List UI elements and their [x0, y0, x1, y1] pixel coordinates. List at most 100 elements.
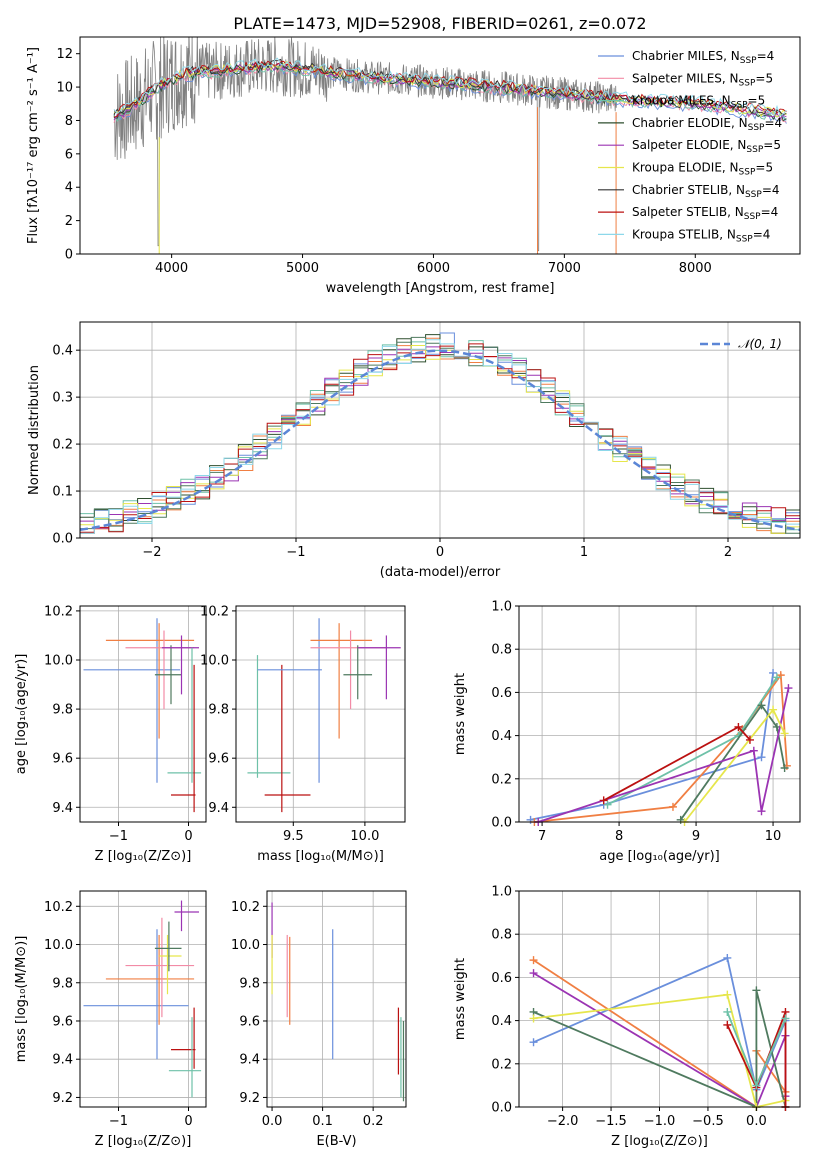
legend-label: Kroupa ELODIE, NSSP=5 — [632, 161, 773, 178]
y-tick-label: 0.2 — [491, 772, 512, 787]
y-tick-label: 6 — [65, 147, 73, 162]
spectrum-panel: 4000 5000 6000 7000 8000 0 2 4 6 8 10 12 wavelength … — [26, 36, 801, 296]
y-tick-label: 0.2 — [52, 438, 73, 453]
data-point-marker — [769, 705, 778, 714]
y-tick-label: 0.1 — [52, 485, 73, 500]
plot-frame — [79, 605, 207, 823]
legend-label: Kroupa MILES, NSSP=5 — [632, 94, 765, 111]
mass-vs-ebv-panel: 0.0 0.1 0.2 9.2 9.4 9.6 9.8 10.0 10.2 E(B-V) — [231, 890, 407, 1149]
data-point-marker — [723, 1007, 732, 1016]
mass-weight-vs-age-panel: 7 8 9 10 0.0 0.2 0.4 0.6 0.8 1.0 age [log₁₀(age/yr… — [453, 600, 801, 864]
legend-label: Salpeter ELODIE, NSSP=5 — [632, 138, 781, 155]
mass-weight-line — [530, 672, 774, 821]
plot-frame — [79, 890, 207, 1108]
plot-frame — [518, 605, 801, 823]
y-tick-label: 10.0 — [44, 938, 73, 953]
y-axis-label: mass weight — [453, 958, 468, 1040]
y-tick-label: 9.8 — [52, 976, 73, 991]
x-tick-label: −1.0 — [644, 1114, 676, 1129]
y-tick-label: 10.2 — [231, 900, 260, 915]
y-axis-label: Flux [fλ10⁻¹⁷ erg cm⁻² s⁻¹ A⁻¹] — [26, 47, 41, 244]
y-tick-label: 9.6 — [52, 752, 73, 767]
data-point-marker — [780, 764, 789, 772]
x-tick-label: −2 — [142, 545, 161, 560]
data-point-marker — [752, 986, 761, 995]
y-tick-label: 10.0 — [44, 654, 73, 669]
x-axis-label: age [log₁₀(age/yr)] — [599, 849, 720, 864]
y-tick-label: 0.2 — [491, 1057, 512, 1072]
mass-weight-line — [534, 672, 788, 823]
data-point-marker — [723, 990, 732, 999]
x-tick-label: 0.1 — [312, 1114, 333, 1129]
data-point-marker — [599, 796, 608, 805]
y-tick-label: 0.3 — [52, 391, 73, 406]
x-axis-label: Z [log₁₀(Z/Z⊙)] — [95, 849, 192, 864]
x-tick-label: −1 — [109, 1114, 128, 1129]
x-tick-label: −2.0 — [547, 1114, 579, 1129]
y-tick-label: 10.0 — [231, 938, 260, 953]
age-vs-metallicity-panel: −1 0 9.4 9.6 9.8 10.0 10.2 Z [log₁₀(Z/Z⊙)] age [… — [14, 604, 207, 864]
y-axis-label: mass [log₁₀(M/M⊙)] — [14, 936, 29, 1063]
x-tick-label: −1 — [109, 829, 128, 844]
y-tick-label: 2 — [65, 214, 73, 229]
plot-frame — [79, 36, 801, 255]
residual-histogram — [80, 343, 800, 533]
data-point-marker — [723, 953, 732, 962]
y-tick-label: 9.6 — [208, 752, 229, 767]
y-tick-label: 1.0 — [491, 885, 512, 900]
x-axis-label: (data-model)/error — [380, 565, 501, 580]
x-tick-label: 8000 — [679, 261, 712, 276]
y-tick-label: 0 — [65, 248, 73, 263]
x-tick-label: 1 — [580, 545, 588, 560]
x-tick-label: 9.5 — [283, 829, 304, 844]
mass-weight-vs-metallicity-panel: −2.0 −1.5 −1.0 −0.5 0.0 0.0 0.2 0.4 0.6 0.8 1.0 Z [… — [453, 885, 801, 1149]
x-tick-label: 0 — [184, 1114, 192, 1129]
y-tick-label: 9.4 — [208, 801, 229, 816]
y-tick-label: 9.4 — [239, 1053, 260, 1068]
y-tick-label: 4 — [65, 181, 73, 196]
y-tick-label: 9.8 — [208, 703, 229, 718]
x-axis-label: mass [log₁₀(M/M⊙)] — [257, 849, 384, 864]
x-tick-label: 2 — [724, 545, 732, 560]
x-axis-label: wavelength [Angstrom, rest frame] — [326, 281, 555, 296]
x-tick-label: −0.5 — [692, 1114, 724, 1129]
legend-label: Kroupa STELIB, NSSP=4 — [632, 227, 770, 244]
x-tick-label: 7000 — [548, 261, 581, 276]
y-tick-label: 0.4 — [491, 729, 512, 744]
x-tick-label: 5000 — [286, 261, 319, 276]
data-point-marker — [780, 729, 789, 738]
y-tick-label: 0.4 — [491, 1014, 512, 1029]
y-tick-label: 0.6 — [491, 971, 512, 986]
x-axis-label: E(B-V) — [316, 1134, 356, 1149]
data-point-marker — [749, 746, 758, 755]
legend-label: Chabrier STELIB, NSSP=4 — [632, 183, 780, 200]
data-point-marker — [529, 956, 538, 965]
x-tick-label: 6000 — [417, 261, 450, 276]
legend-label: 𝒩(0, 1) — [738, 337, 782, 351]
y-tick-label: 0.8 — [491, 643, 512, 658]
legend-label: Salpeter STELIB, NSSP=4 — [632, 205, 778, 222]
y-tick-label: 9.2 — [52, 1091, 73, 1106]
data-point-marker — [529, 1038, 538, 1047]
y-tick-label: 0.0 — [52, 532, 73, 547]
y-axis-label: age [log₁₀(age/yr)] — [14, 654, 29, 775]
x-tick-label: 9 — [692, 829, 700, 844]
mass-weight-line — [603, 725, 751, 802]
y-tick-label: 1.0 — [491, 600, 512, 615]
data-point-marker — [745, 735, 754, 744]
x-tick-label: 7 — [538, 829, 546, 844]
x-tick-label: 10 — [765, 829, 782, 844]
plot-frame — [266, 890, 407, 1108]
data-point-marker — [757, 701, 766, 710]
spectrum-title: PLATE=1473, MJD=52908, FIBERID=0261, z=0… — [233, 14, 646, 33]
mass-weight-line — [533, 956, 787, 1093]
residual-histogram — [80, 339, 800, 534]
y-tick-label: 10.0 — [200, 654, 229, 669]
y-tick-label: 9.8 — [52, 703, 73, 718]
model-spectrum-line — [113, 57, 787, 117]
x-tick-label: 0 — [184, 829, 192, 844]
y-tick-label: 9.6 — [52, 1014, 73, 1029]
data-point-marker — [772, 673, 781, 682]
observed-spectrum-line — [113, 37, 618, 252]
